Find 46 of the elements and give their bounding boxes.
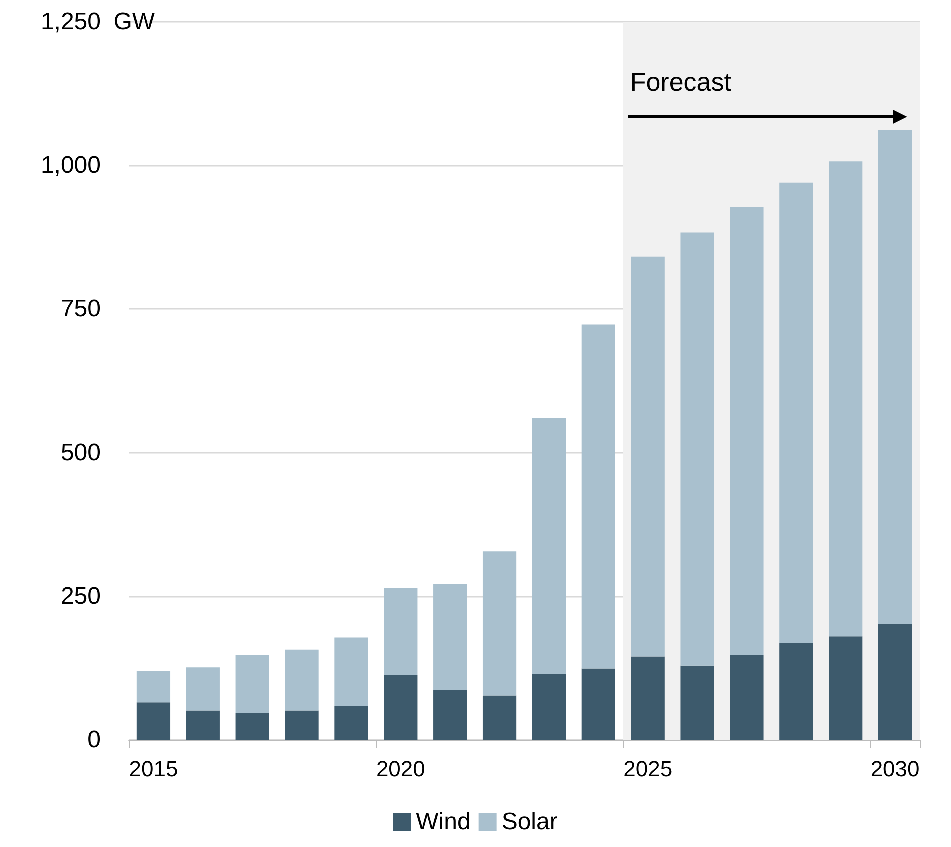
bar [878, 624, 912, 740]
legend-label: Wind [416, 808, 471, 836]
bar [285, 710, 319, 740]
bar [236, 654, 270, 714]
y-axis-title: GW [114, 8, 156, 36]
y-tick-label: 0 [88, 726, 101, 754]
x-tick-label: 2030 [870, 756, 920, 782]
bar [434, 690, 468, 740]
bar [631, 256, 665, 657]
y-tick-label: 250 [60, 582, 101, 610]
bar [532, 418, 566, 674]
bar [829, 636, 863, 740]
band-label: Forecast [630, 66, 732, 98]
bar [631, 656, 665, 740]
bar [780, 644, 814, 740]
bar [532, 674, 566, 740]
bar [384, 675, 418, 740]
y-tick-label: 750 [60, 296, 101, 323]
bar [384, 588, 418, 676]
bar [582, 668, 616, 740]
x-tick-label: 2025 [624, 756, 673, 782]
bar [136, 702, 171, 740]
bar [780, 182, 814, 644]
x-tick-label: 2015 [129, 756, 178, 782]
bar [186, 710, 220, 740]
bar [434, 584, 468, 690]
bar [582, 324, 616, 669]
bar [285, 650, 319, 711]
bar [730, 206, 764, 655]
bar [136, 671, 171, 703]
legend-label: Solar [502, 808, 558, 836]
bar [334, 706, 368, 740]
bar [878, 130, 912, 625]
bar [730, 654, 764, 740]
y-tick-label: 1,250 [40, 8, 101, 36]
y-tick-label: 1,000 [40, 152, 101, 180]
bar [186, 668, 220, 711]
x-tick-label: 2020 [376, 756, 426, 782]
bar [334, 638, 368, 706]
bar [680, 666, 714, 740]
bar [829, 162, 863, 637]
y-tick-label: 500 [60, 439, 101, 466]
bar [680, 232, 714, 666]
bar [482, 696, 517, 740]
bar [236, 713, 270, 740]
bar [482, 552, 517, 696]
